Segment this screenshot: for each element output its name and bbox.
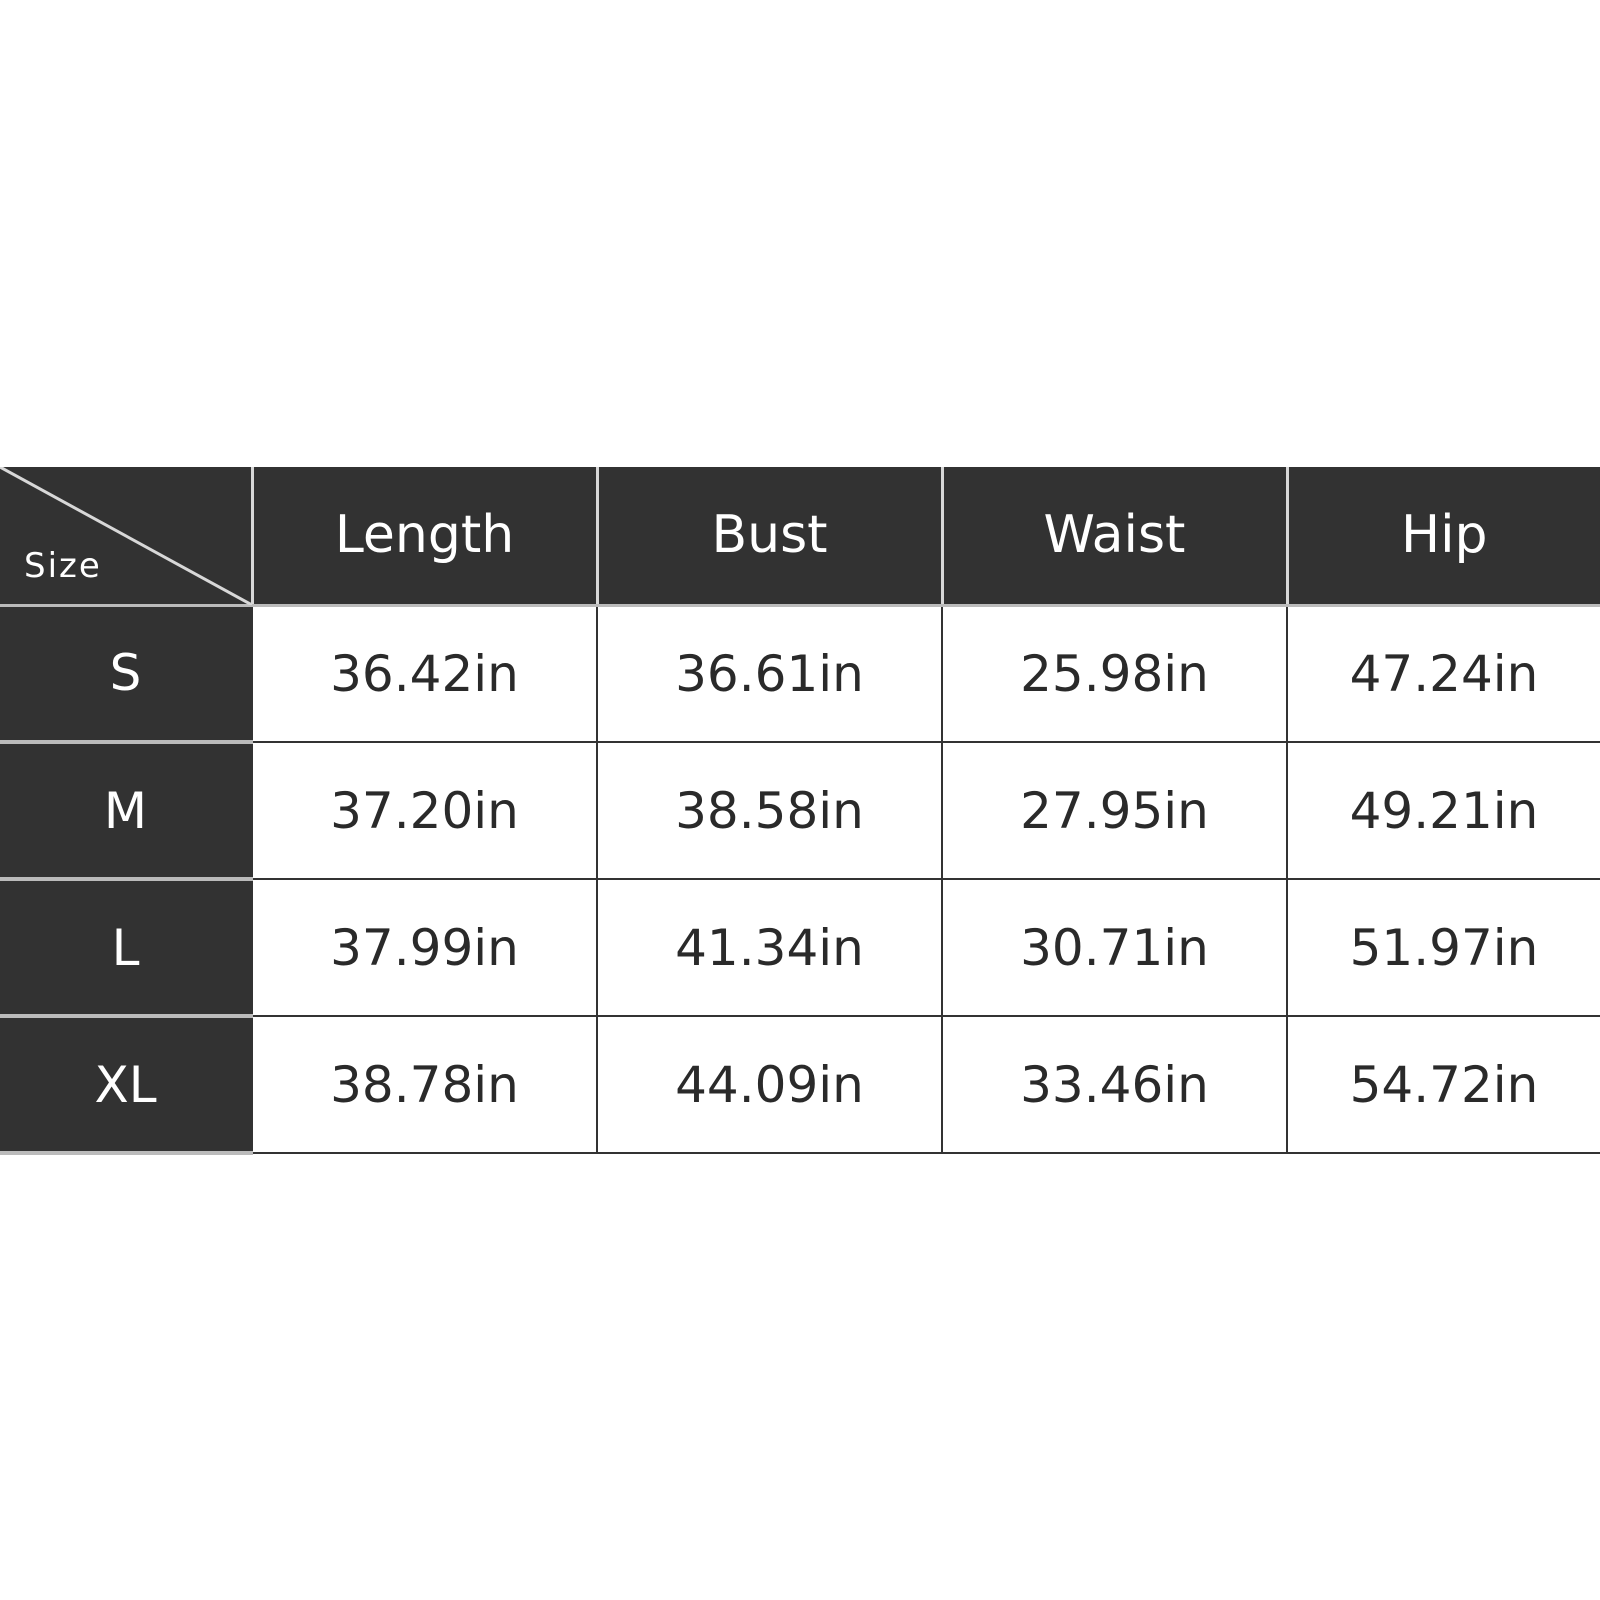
- table-row: L 37.99in 41.34in 30.71in 51.97in: [0, 879, 1600, 1018]
- measurement-cell: 30.71in: [941, 879, 1287, 1017]
- size-label: M: [0, 742, 252, 881]
- size-label: L: [0, 879, 252, 1018]
- measurement-cell: 44.09in: [596, 1016, 942, 1154]
- measurement-cell: 38.78in: [251, 1016, 597, 1154]
- measurement-cell: 27.95in: [941, 742, 1287, 880]
- table-row: S 36.42in 36.61in 25.98in 47.24in: [0, 605, 1600, 744]
- size-label: XL: [0, 1016, 252, 1155]
- column-header-length: Length: [250, 467, 597, 607]
- header-row: Size Length Bust Waist Hip: [0, 467, 1600, 607]
- column-header-hip: Hip: [1285, 467, 1600, 607]
- measurement-cell: 41.34in: [596, 879, 942, 1017]
- size-label: S: [0, 605, 252, 744]
- column-header-bust: Bust: [595, 467, 942, 607]
- measurement-cell: 33.46in: [941, 1016, 1287, 1154]
- measurement-cell: 47.24in: [1286, 605, 1600, 743]
- table-row: XL 38.78in 44.09in 33.46in 54.72in: [0, 1016, 1600, 1155]
- corner-cell: Size: [0, 467, 252, 607]
- measurement-cell: 38.58in: [596, 742, 942, 880]
- table-row: M 37.20in 38.58in 27.95in 49.21in: [0, 742, 1600, 881]
- measurement-cell: 37.99in: [251, 879, 597, 1017]
- measurement-cell: 37.20in: [251, 742, 597, 880]
- column-header-waist: Waist: [940, 467, 1287, 607]
- measurement-cell: 54.72in: [1286, 1016, 1600, 1154]
- measurement-cell: 36.42in: [251, 605, 597, 743]
- measurement-cell: 36.61in: [596, 605, 942, 743]
- size-chart-table: Size Length Bust Waist Hip S 36.42in 36.61…: [0, 467, 1600, 1155]
- size-corner-label: Size: [24, 545, 102, 586]
- measurement-cell: 51.97in: [1286, 879, 1600, 1017]
- measurement-cell: 49.21in: [1286, 742, 1600, 880]
- measurement-cell: 25.98in: [941, 605, 1287, 743]
- diagonal-divider: [0, 467, 252, 605]
